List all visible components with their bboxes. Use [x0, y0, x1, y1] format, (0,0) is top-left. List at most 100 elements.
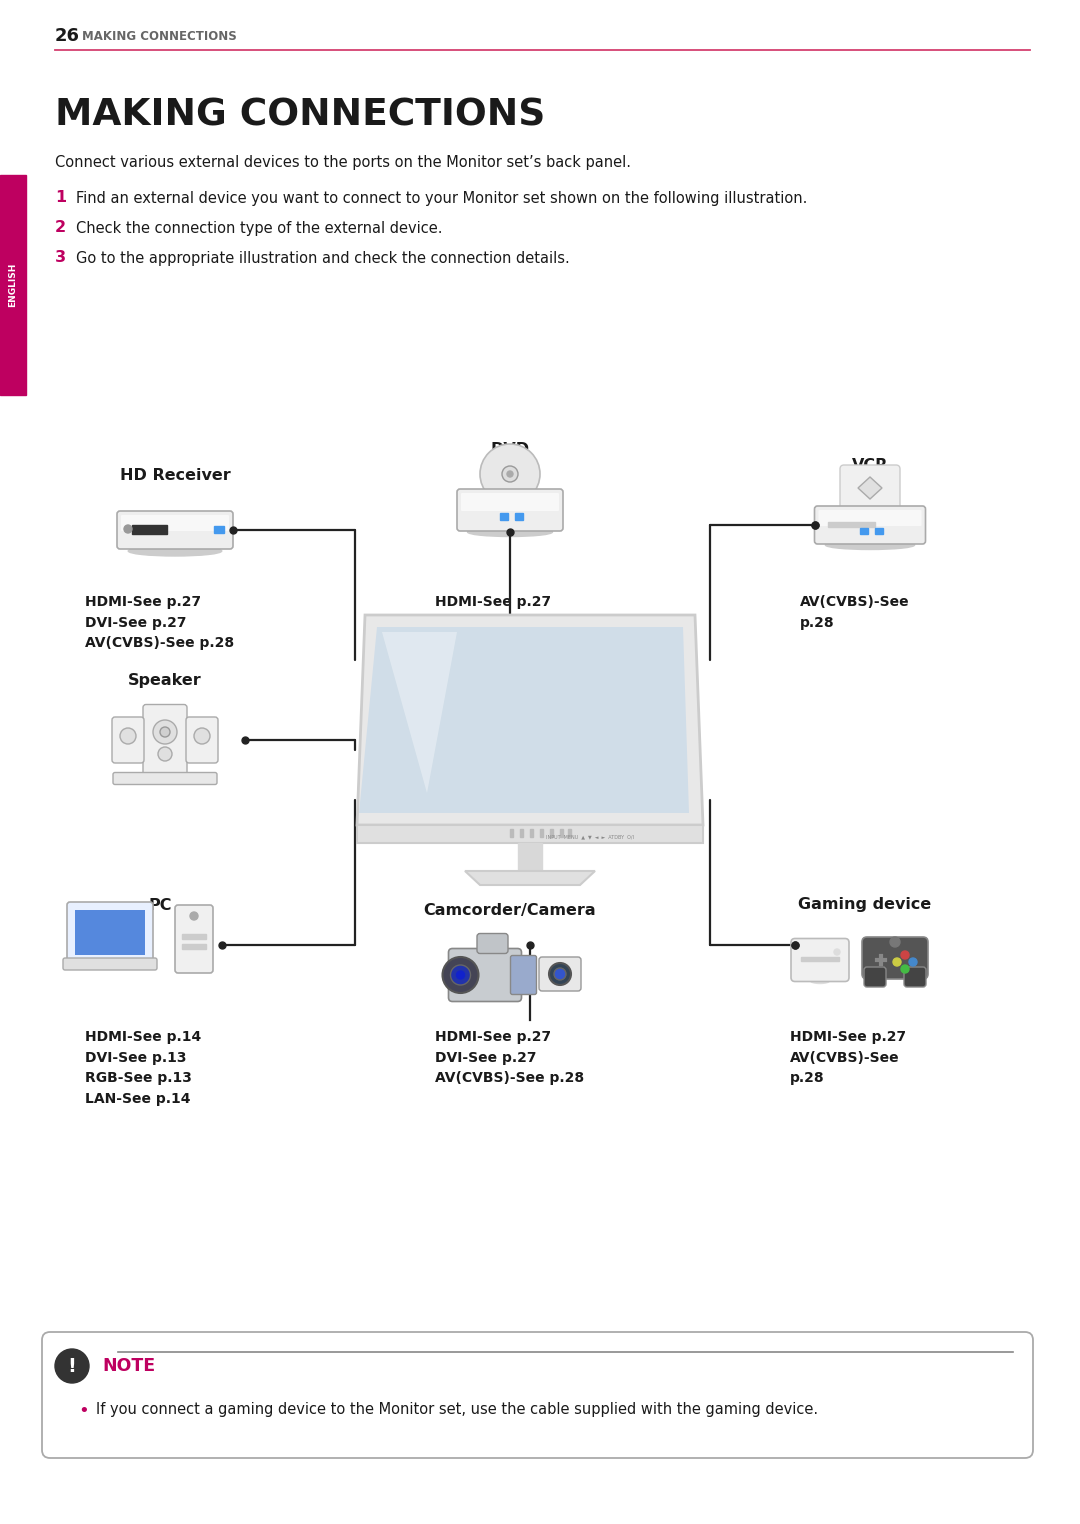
Bar [518, 843, 542, 872]
Polygon shape [357, 616, 703, 824]
Bar [561, 829, 563, 837]
FancyBboxPatch shape [42, 1332, 1032, 1458]
Bar [515, 514, 523, 520]
FancyBboxPatch shape [67, 902, 153, 963]
Bar [183, 934, 206, 939]
Bar [0, 175, 26, 395]
Text: HDMI-See p.27
DVI-See p.27
AV(CVBS)-See p.28: HDMI-See p.27 DVI-See p.27 AV(CVBS)-See … [85, 594, 234, 651]
Text: Camcorder/Camera: Camcorder/Camera [423, 902, 596, 917]
Circle shape [554, 968, 566, 980]
FancyBboxPatch shape [819, 511, 921, 526]
Text: Connect various external devices to the ports on the Monitor set’s back panel.: Connect various external devices to the … [55, 155, 631, 171]
FancyBboxPatch shape [457, 489, 563, 530]
Text: MAKING CONNECTIONS: MAKING CONNECTIONS [82, 29, 237, 43]
Circle shape [549, 963, 571, 985]
Circle shape [507, 471, 513, 477]
Ellipse shape [825, 541, 915, 550]
Bar [75, 910, 145, 956]
Circle shape [194, 728, 210, 744]
Bar [214, 526, 224, 533]
Circle shape [443, 957, 478, 994]
Text: HD Receiver: HD Receiver [120, 468, 230, 483]
Bar [540, 829, 543, 837]
Circle shape [909, 959, 917, 966]
Bar [860, 527, 868, 533]
Text: PC: PC [148, 898, 172, 913]
Circle shape [190, 911, 198, 920]
FancyBboxPatch shape [63, 959, 157, 969]
Circle shape [160, 727, 170, 738]
Circle shape [901, 951, 909, 959]
Bar [530, 829, 534, 837]
Circle shape [120, 728, 136, 744]
Text: Check the connection type of the external device.: Check the connection type of the externa… [76, 221, 443, 236]
Ellipse shape [129, 546, 221, 556]
Text: VCR: VCR [852, 457, 888, 472]
FancyBboxPatch shape [113, 773, 217, 785]
Circle shape [55, 1349, 89, 1382]
Circle shape [450, 965, 471, 985]
Circle shape [153, 719, 177, 744]
Circle shape [480, 443, 540, 504]
Circle shape [834, 949, 840, 956]
Circle shape [901, 965, 909, 972]
FancyBboxPatch shape [840, 465, 900, 511]
Text: Speaker: Speaker [129, 672, 202, 687]
FancyBboxPatch shape [864, 968, 886, 988]
Bar [507, 500, 514, 512]
Polygon shape [359, 626, 689, 812]
Text: MAKING CONNECTIONS: MAKING CONNECTIONS [55, 98, 545, 133]
Bar [827, 523, 875, 527]
FancyBboxPatch shape [112, 716, 144, 764]
Text: 2: 2 [55, 221, 66, 236]
Polygon shape [382, 632, 457, 792]
Bar [183, 943, 206, 949]
Text: If you connect a gaming device to the Monitor set, use the cable supplied with t: If you connect a gaming device to the Mo… [96, 1402, 819, 1417]
FancyBboxPatch shape [477, 934, 508, 954]
Text: DVD: DVD [490, 442, 529, 457]
FancyBboxPatch shape [862, 937, 928, 978]
FancyBboxPatch shape [186, 716, 218, 764]
FancyBboxPatch shape [904, 968, 926, 988]
FancyBboxPatch shape [511, 956, 537, 995]
Bar [801, 957, 839, 962]
Text: NOTE: NOTE [102, 1356, 156, 1375]
Bar [357, 824, 703, 843]
Text: HDMI-See p.27
DVI-See p.27
AV(CVBS)-See p.28: HDMI-See p.27 DVI-See p.27 AV(CVBS)-See … [435, 594, 584, 651]
Bar [132, 524, 167, 533]
Text: Find an external device you want to connect to your Monitor set shown on the fol: Find an external device you want to conn… [76, 190, 808, 206]
FancyBboxPatch shape [461, 492, 559, 511]
Text: HDMI-See p.27
AV(CVBS)-See
p.28: HDMI-See p.27 AV(CVBS)-See p.28 [789, 1030, 906, 1085]
Ellipse shape [468, 527, 553, 536]
Text: Gaming device: Gaming device [798, 898, 932, 913]
Ellipse shape [810, 977, 831, 983]
FancyBboxPatch shape [117, 511, 233, 549]
FancyBboxPatch shape [539, 957, 581, 991]
FancyBboxPatch shape [175, 905, 213, 972]
Text: 26: 26 [55, 27, 80, 46]
Circle shape [893, 959, 901, 966]
Bar [550, 829, 553, 837]
Circle shape [890, 937, 900, 946]
Text: 1: 1 [55, 190, 66, 206]
Circle shape [124, 524, 132, 533]
FancyBboxPatch shape [121, 515, 229, 530]
Bar [500, 514, 508, 520]
FancyBboxPatch shape [814, 506, 926, 544]
FancyBboxPatch shape [791, 939, 849, 981]
Bar [875, 527, 883, 533]
Text: •: • [78, 1402, 89, 1420]
Text: HDMI-See p.27
DVI-See p.27
AV(CVBS)-See p.28: HDMI-See p.27 DVI-See p.27 AV(CVBS)-See … [435, 1030, 584, 1085]
FancyBboxPatch shape [143, 704, 187, 776]
FancyBboxPatch shape [448, 948, 522, 1001]
Polygon shape [858, 477, 882, 498]
Polygon shape [465, 872, 595, 885]
Text: INPUT  MENU  ▲  ▼  ◄  ►  ATDBY  O/I: INPUT MENU ▲ ▼ ◄ ► ATDBY O/I [546, 835, 634, 840]
Bar [519, 829, 523, 837]
Circle shape [457, 971, 464, 978]
Text: Go to the appropriate illustration and check the connection details.: Go to the appropriate illustration and c… [76, 250, 570, 265]
Circle shape [158, 747, 172, 760]
Text: AV(CVBS)-See
p.28: AV(CVBS)-See p.28 [800, 594, 909, 629]
Text: HDMI-See p.14
DVI-See p.13
RGB-See p.13
LAN-See p.14: HDMI-See p.14 DVI-See p.13 RGB-See p.13 … [85, 1030, 201, 1106]
Circle shape [502, 466, 518, 482]
